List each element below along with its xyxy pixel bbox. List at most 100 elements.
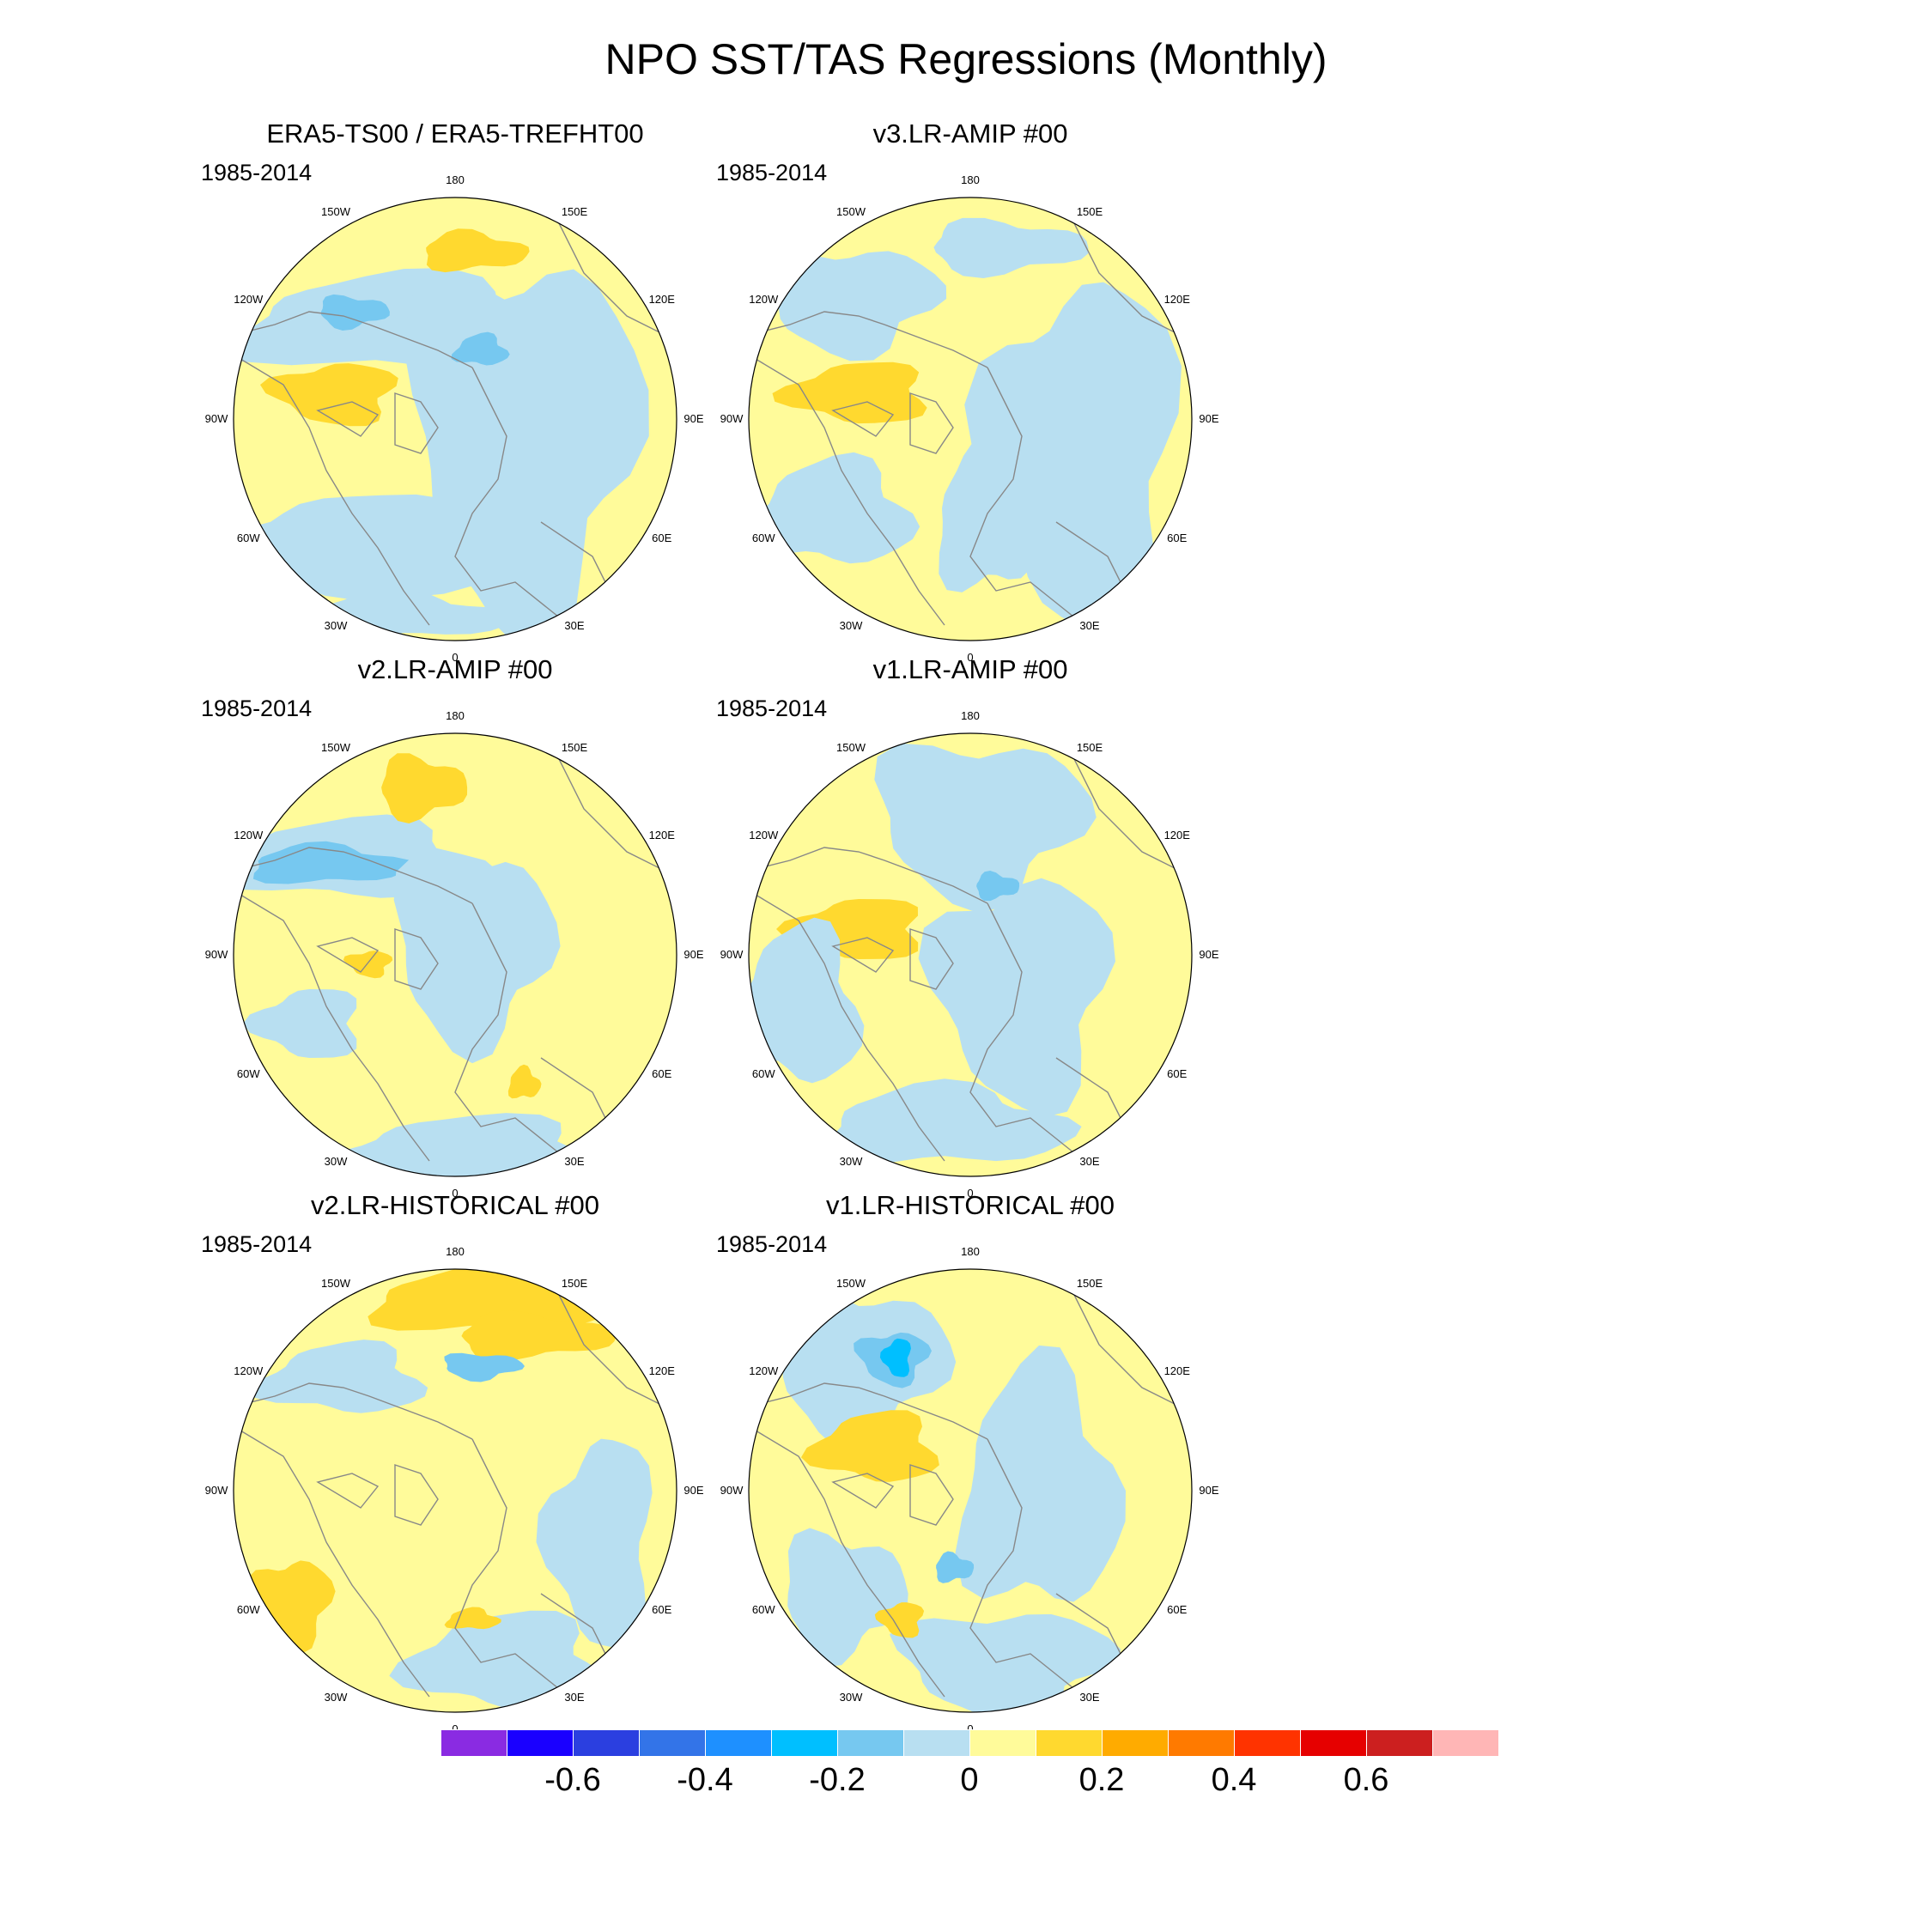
colorbar-tick-label: 0.2 (1078, 1762, 1125, 1798)
anomaly-region (879, 1338, 911, 1377)
longitude-label: 60W (237, 1067, 260, 1080)
longitude-label: 150E (1077, 1277, 1103, 1290)
coastline (394, 1464, 439, 1526)
longitude-label: 180 (446, 709, 465, 722)
longitude-label: 90W (720, 948, 744, 961)
polar-map: 180 150E 120E 90E 60E 30E 0 30W 60W 90W 120W 150W (205, 173, 704, 664)
anomaly-region (343, 951, 393, 979)
longitude-label: 150W (321, 1277, 351, 1290)
longitude-label: 180 (961, 1245, 980, 1258)
panel-title: v3.LR-AMIP #00 (872, 118, 1068, 149)
coastline (755, 894, 945, 1162)
longitude-label: 30E (1079, 1155, 1099, 1168)
anomaly-region (536, 1438, 653, 1649)
anomaly-region (389, 1610, 607, 1710)
period-label: 1985-2014 (201, 1231, 313, 1257)
anomaly-region (955, 1345, 1126, 1602)
polar-map: 180 150E 120E 90E 60E 30E 0 30W 60W 90W 120W 150W (720, 173, 1219, 664)
anomaly-region (749, 452, 920, 564)
period-label: 1985-2014 (201, 160, 313, 185)
longitude-label: 150E (562, 1277, 588, 1290)
longitude-label: 30W (840, 1155, 863, 1168)
anomaly-region (368, 1269, 627, 1331)
longitude-label: 30E (1079, 619, 1099, 632)
colorbar-swatch (573, 1729, 640, 1757)
longitude-label: 30W (325, 619, 348, 632)
period-label: 1985-2014 (716, 160, 828, 185)
colorbar-swatch (837, 1729, 904, 1757)
longitude-label: 120E (649, 293, 676, 306)
longitude-label: 0 (967, 1722, 973, 1735)
longitude-label: 150W (836, 205, 866, 218)
colorbar-swatch (1234, 1729, 1301, 1757)
longitude-label: 30E (564, 1691, 584, 1704)
colorbar-swatch (507, 1729, 574, 1757)
coastline (969, 902, 1074, 1153)
anomaly-region (787, 1528, 908, 1668)
polar-map: 180 150E 120E 90E 60E 30E 0 30W 60W 90W 120W 150W (205, 1245, 704, 1735)
longitude-label: 60W (752, 532, 775, 544)
anomaly-region (772, 361, 927, 424)
anomaly-region (260, 363, 398, 427)
longitude-label: 150E (1077, 205, 1103, 218)
coastline (240, 1430, 430, 1698)
longitude-label: 180 (446, 173, 465, 186)
anomaly-region (874, 743, 1097, 914)
longitude-label: 180 (446, 1245, 465, 1258)
polar-map: 180 150E 120E 90E 60E 30E 0 30W 60W 90W 120W 150W (720, 1245, 1219, 1735)
longitude-label: 60W (237, 1603, 260, 1616)
longitude-label: 60W (752, 1603, 775, 1616)
coastline (454, 902, 559, 1153)
anomaly-region (756, 251, 947, 361)
longitude-label: 90E (683, 1484, 703, 1497)
longitude-label: 30W (840, 619, 863, 632)
anomaly-region (250, 1340, 428, 1413)
coastline (557, 756, 662, 870)
longitude-label: 0 (967, 651, 973, 664)
colorbar-swatch (1432, 1729, 1499, 1757)
longitude-label: 0 (452, 1722, 458, 1735)
coastline (755, 311, 988, 368)
coastline (755, 1430, 945, 1698)
longitude-label: 0 (452, 651, 458, 664)
colorbar-swatch (639, 1729, 706, 1757)
colorbar-swatch (1300, 1729, 1367, 1757)
anomaly-region (381, 753, 468, 823)
period-label: 1985-2014 (716, 696, 828, 721)
longitude-label: 60W (237, 532, 260, 544)
coastline (1055, 521, 1126, 592)
longitude-label: 150W (836, 1277, 866, 1290)
colorbar-swatch (1036, 1729, 1103, 1757)
longitude-label: 90E (1199, 948, 1218, 961)
longitude-label: 150W (321, 205, 351, 218)
anomaly-region (507, 1064, 542, 1099)
longitude-label: 90W (205, 1484, 228, 1497)
coastline (1072, 221, 1177, 334)
longitude-label: 30E (564, 1155, 584, 1168)
coastline (316, 1473, 380, 1509)
coastline (240, 894, 430, 1162)
colorbar-swatch (1168, 1729, 1235, 1757)
map-panel: v1.LR-AMIP #00 180 150E 120E 90E 60E 30E 0 30W 60… (713, 654, 1228, 1200)
longitude-label: 150E (562, 205, 588, 218)
panel-title: v1.LR-AMIP #00 (872, 654, 1068, 684)
coastline (540, 1057, 611, 1127)
longitude-label: 120W (749, 1364, 779, 1377)
longitude-label: 120E (1164, 1364, 1191, 1377)
colorbar (440, 1729, 1499, 1759)
longitude-label: 120E (649, 829, 676, 841)
coastline (969, 367, 1074, 617)
coastline (1072, 1292, 1177, 1406)
longitude-label: 90E (683, 412, 703, 425)
coastline (909, 1464, 954, 1526)
coastline (755, 358, 945, 626)
polar-map: 180 150E 120E 90E 60E 30E 0 30W 60W 90W 120W 150W (205, 709, 704, 1200)
anomaly-region (964, 282, 1182, 641)
longitude-label: 30W (325, 1691, 348, 1704)
map-panel: v2.LR-HISTORICAL #00 180 150E 120E 90E 60E 30E… (197, 1190, 713, 1735)
anomaly-region (234, 494, 481, 600)
anomaly-region (393, 855, 561, 1064)
longitude-label: 90E (1199, 412, 1218, 425)
anomaly-region (936, 1551, 975, 1583)
longitude-label: 180 (961, 173, 980, 186)
